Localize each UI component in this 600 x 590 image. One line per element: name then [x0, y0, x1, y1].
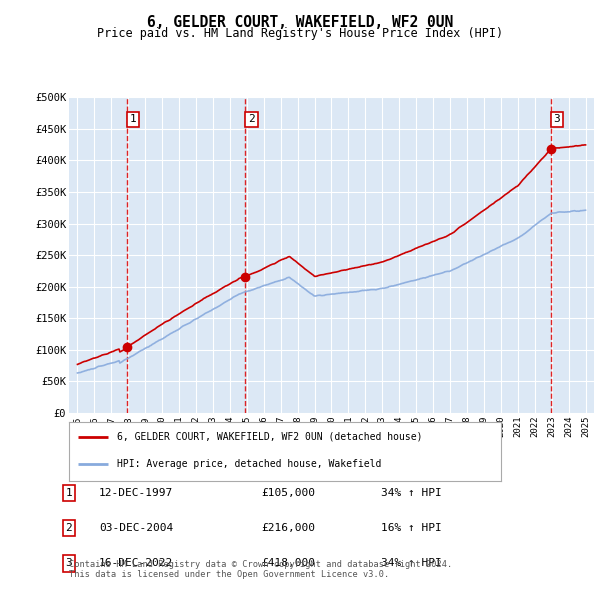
Text: HPI: Average price, detached house, Wakefield: HPI: Average price, detached house, Wake… [116, 460, 381, 469]
Text: 34% ↑ HPI: 34% ↑ HPI [381, 488, 442, 497]
Text: 34% ↑ HPI: 34% ↑ HPI [381, 559, 442, 568]
Text: 2: 2 [65, 523, 73, 533]
Text: Price paid vs. HM Land Registry's House Price Index (HPI): Price paid vs. HM Land Registry's House … [97, 27, 503, 40]
Text: 16% ↑ HPI: 16% ↑ HPI [381, 523, 442, 533]
Text: 2: 2 [248, 114, 255, 124]
Text: 1: 1 [130, 114, 137, 124]
Text: 6, GELDER COURT, WAKEFIELD, WF2 0UN: 6, GELDER COURT, WAKEFIELD, WF2 0UN [147, 15, 453, 30]
Text: Contains HM Land Registry data © Crown copyright and database right 2024.
This d: Contains HM Land Registry data © Crown c… [69, 560, 452, 579]
Text: £418,000: £418,000 [261, 559, 315, 568]
Text: 3: 3 [65, 559, 73, 568]
Text: 6, GELDER COURT, WAKEFIELD, WF2 0UN (detached house): 6, GELDER COURT, WAKEFIELD, WF2 0UN (det… [116, 432, 422, 441]
Text: 12-DEC-1997: 12-DEC-1997 [99, 488, 173, 497]
Text: £105,000: £105,000 [261, 488, 315, 497]
Text: 16-DEC-2022: 16-DEC-2022 [99, 559, 173, 568]
Text: 03-DEC-2004: 03-DEC-2004 [99, 523, 173, 533]
Text: 1: 1 [65, 488, 73, 497]
Text: £216,000: £216,000 [261, 523, 315, 533]
Text: 3: 3 [554, 114, 560, 124]
